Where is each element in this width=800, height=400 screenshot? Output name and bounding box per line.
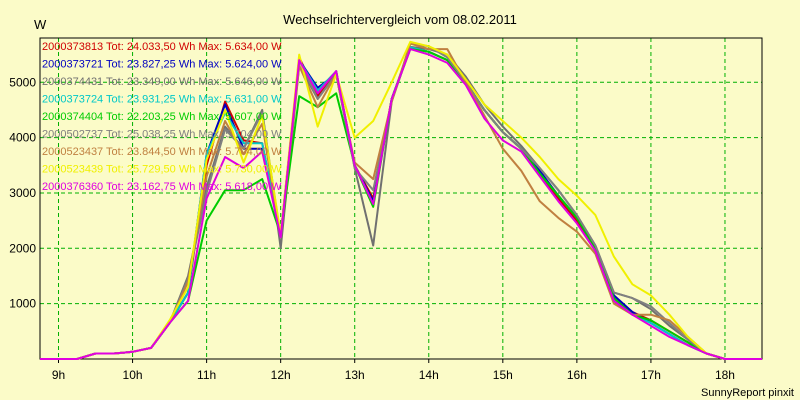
x-tick-label: 16h — [567, 368, 587, 382]
y-tick-label: 4000 — [9, 131, 36, 145]
series-line-2000376360 — [40, 48, 762, 360]
legend-entry-2000373721: 2000373721 Tot: 23.827,25 Wh Max: 5.624,… — [42, 59, 282, 71]
legend-entry-2000373813: 2000373813 Tot: 24.033,50 Wh Max: 5.634,… — [42, 41, 282, 53]
legend-entry-2000502737: 2000502737 Tot: 25.038,25 Wh Max: 5.704,… — [42, 129, 282, 141]
x-tick-label: 18h — [715, 368, 735, 382]
legend-entry-2000373724: 2000373724 Tot: 23.931,25 Wh Max: 5.631,… — [42, 94, 282, 106]
x-tick-label: 11h — [197, 368, 216, 382]
y-tick-label: 1000 — [9, 297, 36, 311]
plot-frame — [39, 37, 763, 360]
x-tick-label: 14h — [419, 368, 439, 382]
legend-entry-2000523439: 2000523439 Tot: 25.729,50 Wh Max: 5.730,… — [42, 164, 282, 176]
y-tick-label: 2000 — [9, 241, 36, 255]
x-tick-label: 15h — [493, 368, 513, 382]
legend-entry-2000374431: 2000374431 Tot: 23.349,00 Wh Max: 5.646,… — [42, 76, 282, 88]
footer-credit: SunnyReport pinxit — [701, 387, 794, 399]
legend-entry-2000376360: 2000376360 Tot: 23.162,75 Wh Max: 5.618,… — [42, 181, 282, 193]
x-tick-label: 9h — [52, 368, 65, 382]
plot-area: 1000 2000 3000 4000 5000 9h 10h 11h 12h 13h 14h 15h… — [9, 37, 763, 382]
chart-title: Wechselrichtervergleich vom 08.02.2011 — [283, 12, 517, 27]
legend-entry-2000374404: 2000374404 Tot: 22.203,25 Wh Max: 5.607,… — [42, 111, 282, 123]
y-unit-label: W — [34, 17, 47, 32]
x-tick-label: 17h — [641, 368, 661, 382]
legend-entry-2000523437: 2000523437 Tot: 23.844,50 Wh Max: 5.704,… — [42, 146, 282, 158]
x-tick-label: 12h — [271, 368, 291, 382]
y-tick-label: 3000 — [9, 186, 36, 200]
x-tick-label: 10h — [123, 368, 143, 382]
y-tick-label: 5000 — [9, 75, 36, 89]
x-tick-label: 13h — [345, 368, 365, 382]
